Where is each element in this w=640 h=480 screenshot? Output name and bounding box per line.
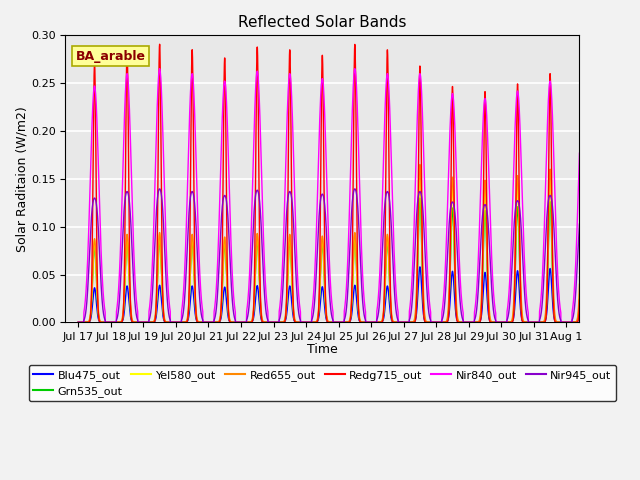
Yel580_out [595, 320, 603, 325]
Line: Grn535_out: Grn535_out [78, 198, 599, 323]
Nir840_out [74, 320, 82, 325]
Nir945_out [386, 198, 394, 204]
Yel580_out [386, 276, 394, 282]
Yel580_out [182, 319, 190, 325]
Red655_out [358, 319, 365, 325]
Grn535_out [358, 319, 365, 325]
Yel580_out [416, 171, 424, 177]
Grn535_out [520, 319, 528, 325]
Nir840_out [182, 224, 190, 229]
Nir840_out [595, 320, 603, 325]
Redg715_out [358, 320, 365, 325]
Blu475_out [507, 319, 515, 325]
Nir840_out [507, 256, 515, 262]
Grn535_out [595, 320, 603, 325]
Line: Nir945_out: Nir945_out [78, 189, 599, 323]
Line: Redg715_out: Redg715_out [78, 44, 599, 323]
Nir840_out [520, 252, 528, 258]
Nir945_out [507, 287, 515, 292]
Line: Nir840_out: Nir840_out [78, 69, 599, 323]
Redg715_out [182, 319, 190, 325]
Nir945_out [182, 265, 190, 271]
Blu475_out [481, 270, 489, 276]
Red655_out [386, 270, 394, 276]
Red655_out [507, 319, 515, 325]
Grn535_out [481, 208, 489, 214]
Yel580_out [481, 187, 489, 192]
Nir840_out [156, 66, 163, 72]
Nir945_out [156, 186, 163, 192]
Redg715_out [386, 232, 394, 238]
Nir945_out [520, 284, 528, 290]
Nir840_out [481, 96, 489, 102]
Blu475_out [74, 320, 82, 325]
Y-axis label: Solar Raditaion (W/m2): Solar Raditaion (W/m2) [15, 106, 28, 252]
Title: Reflected Solar Bands: Reflected Solar Bands [238, 15, 406, 30]
Line: Yel580_out: Yel580_out [78, 174, 599, 323]
Blu475_out [386, 301, 394, 307]
Redg715_out [156, 41, 163, 47]
Redg715_out [507, 320, 515, 325]
Line: Red655_out: Red655_out [78, 165, 599, 323]
Red655_out [481, 178, 489, 184]
Grn535_out [182, 319, 190, 325]
Redg715_out [520, 320, 528, 325]
Redg715_out [481, 91, 489, 96]
Red655_out [416, 162, 424, 168]
Grn535_out [507, 319, 515, 325]
Blu475_out [416, 264, 424, 270]
X-axis label: Time: Time [307, 344, 338, 357]
Blu475_out [595, 320, 603, 325]
Redg715_out [595, 320, 603, 325]
Red655_out [595, 320, 603, 325]
Yel580_out [74, 320, 82, 325]
Yel580_out [358, 319, 365, 325]
Yel580_out [520, 319, 528, 325]
Grn535_out [74, 320, 82, 325]
Nir945_out [481, 202, 489, 207]
Grn535_out [416, 195, 424, 201]
Blu475_out [182, 319, 190, 325]
Text: BA_arable: BA_arable [76, 50, 145, 63]
Nir945_out [595, 320, 603, 325]
Line: Blu475_out: Blu475_out [78, 267, 599, 323]
Red655_out [520, 319, 528, 325]
Red655_out [182, 319, 190, 324]
Red655_out [74, 320, 82, 325]
Nir840_out [358, 251, 365, 257]
Redg715_out [74, 320, 82, 325]
Nir945_out [74, 320, 82, 325]
Grn535_out [386, 279, 394, 285]
Blu475_out [520, 319, 528, 325]
Nir945_out [358, 284, 365, 290]
Yel580_out [507, 319, 515, 325]
Blu475_out [358, 319, 365, 325]
Legend: Blu475_out, Grn535_out, Yel580_out, Red655_out, Redg715_out, Nir840_out, Nir945_: Blu475_out, Grn535_out, Yel580_out, Red6… [29, 365, 616, 401]
Nir840_out [386, 103, 394, 108]
